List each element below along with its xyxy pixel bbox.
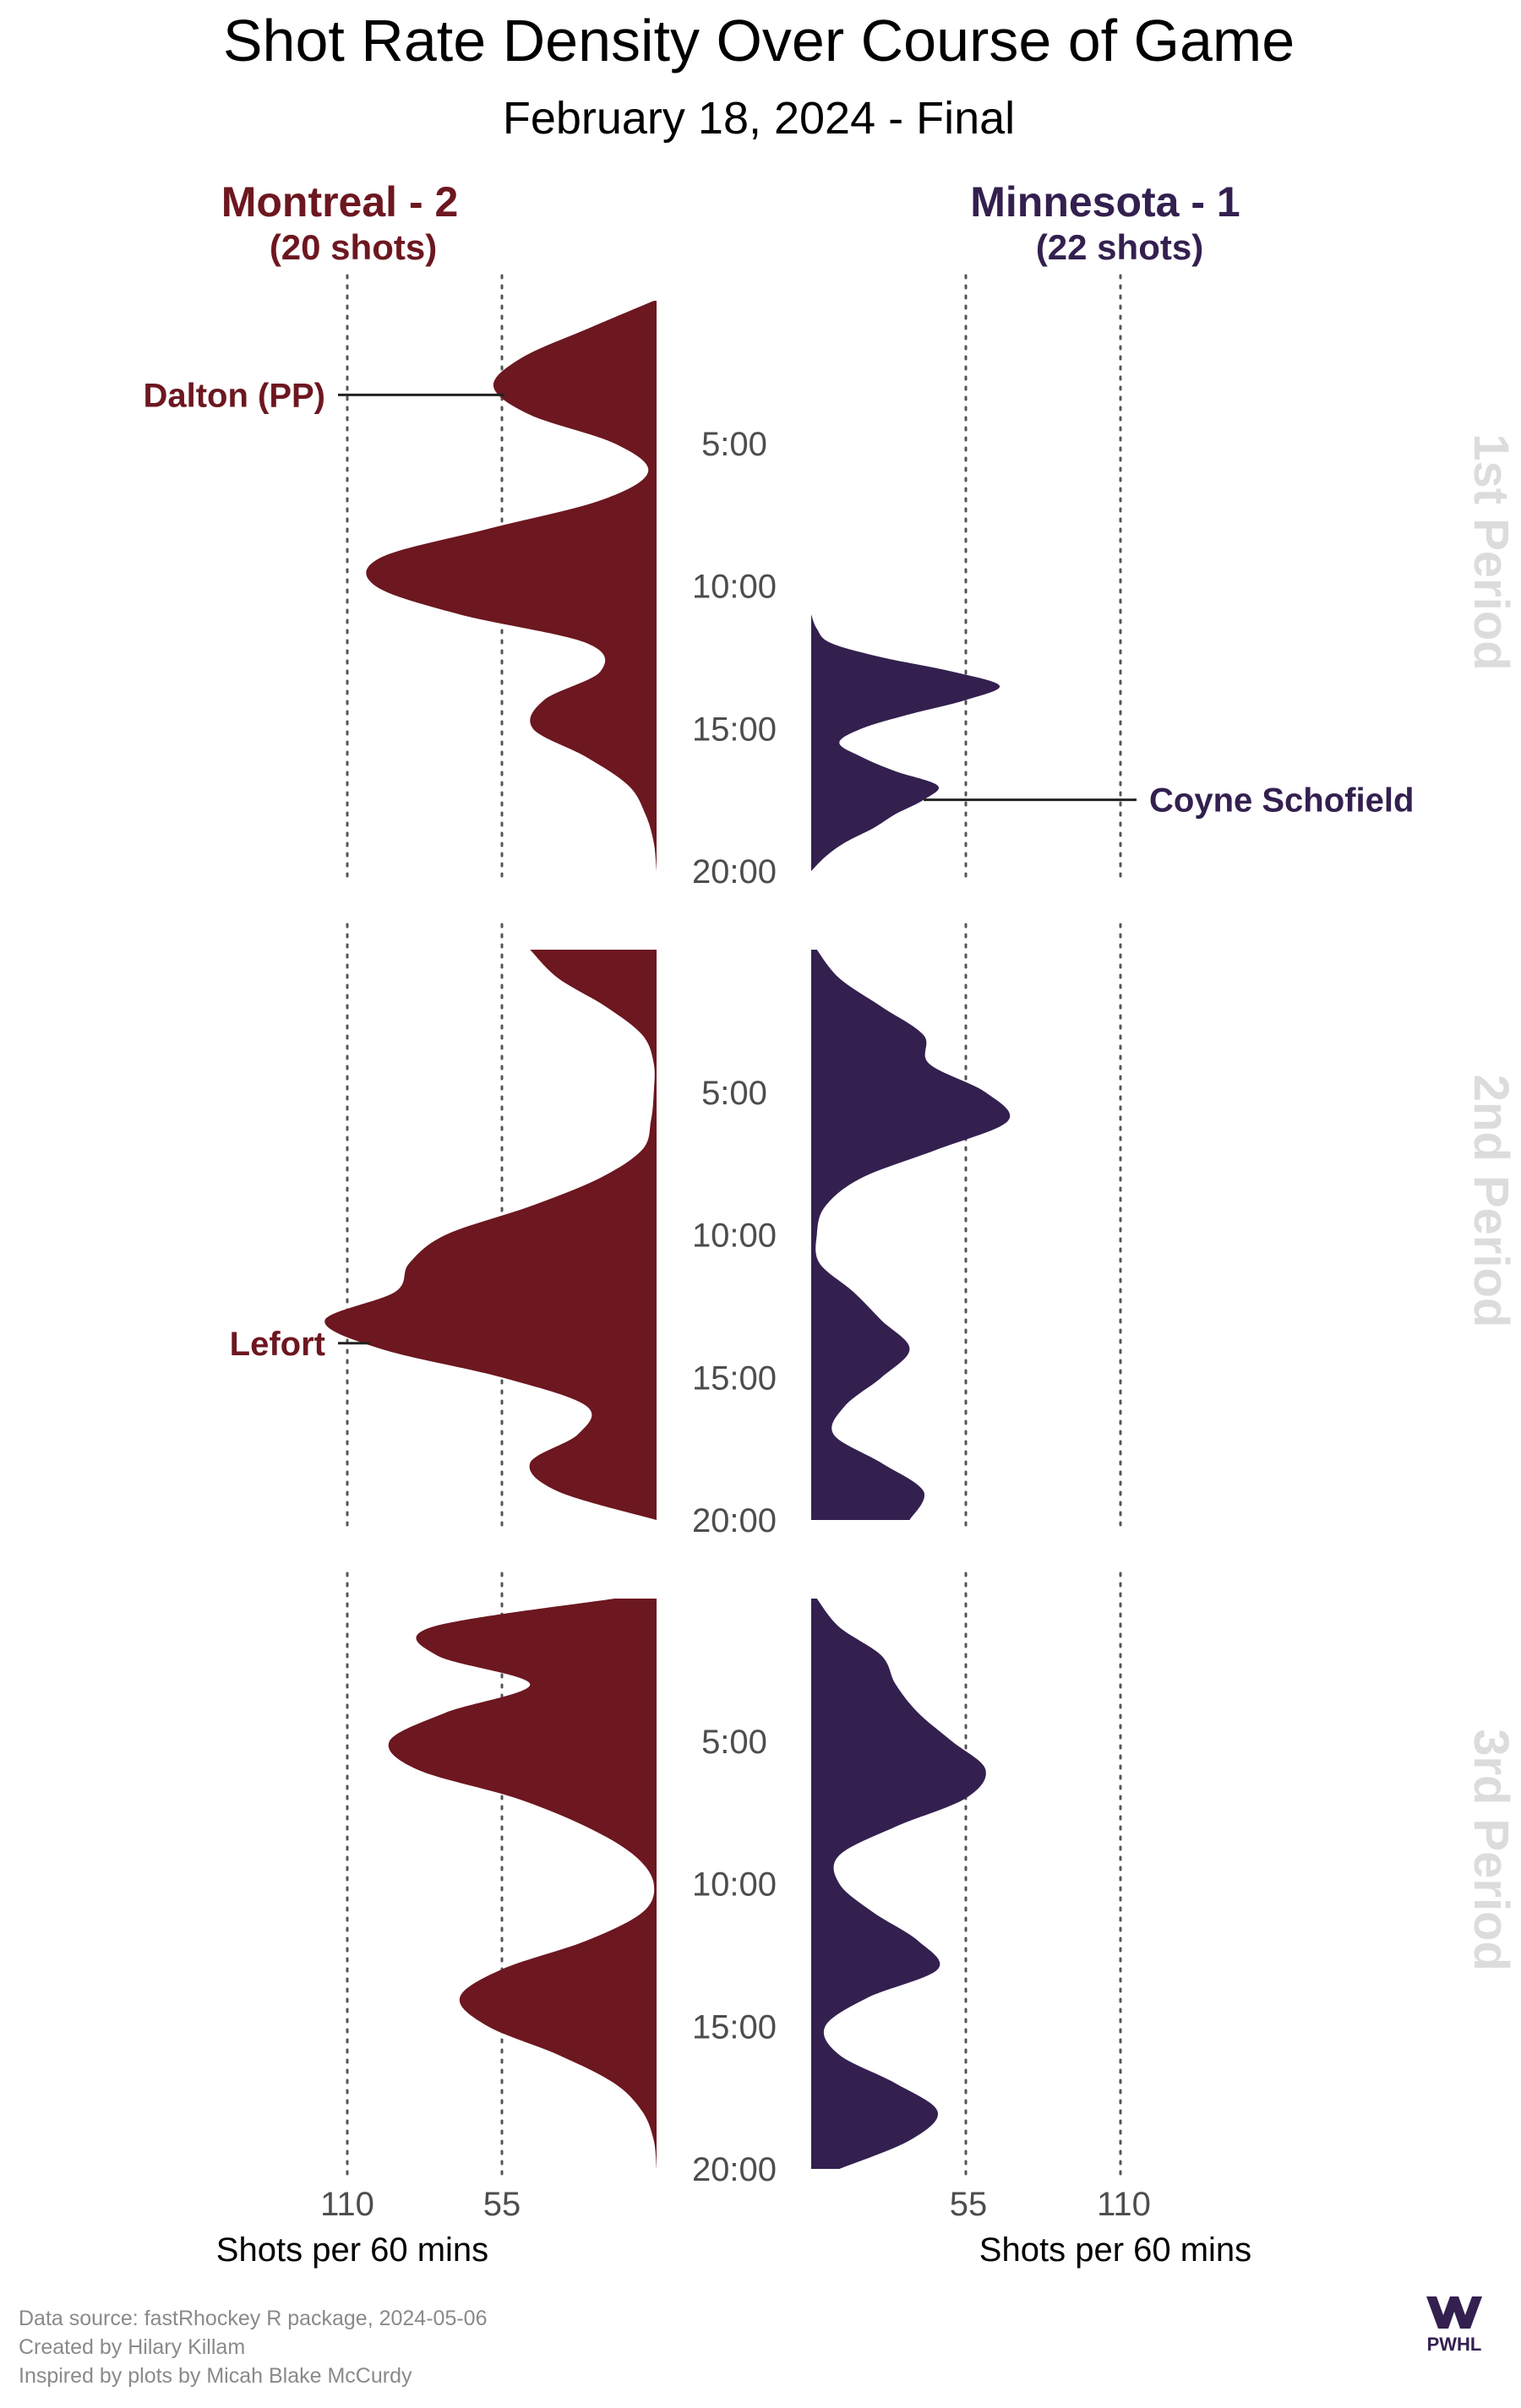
left-axis-tick-55: 55: [483, 2186, 521, 2223]
montreal-density-p3: [388, 1599, 657, 2169]
minnesota-density-p3: [811, 1599, 986, 2169]
montreal-density-p2: [324, 950, 657, 1520]
density-areas: [324, 301, 1011, 2169]
minnesota-density-p2: [811, 950, 1011, 1520]
right-axis-tick-110: 110: [1097, 2186, 1151, 2223]
right-axis-title: Shots per 60 mins: [979, 2231, 1251, 2269]
annotations: Dalton (PP) Coyne Schofield Lefort: [143, 377, 1414, 1362]
annotation-label-3: Lefort: [230, 1326, 325, 1363]
pwhl-logo-mark: [1426, 2296, 1482, 2329]
caption-data-source: Data source: fastRhockey R package, 2024…: [19, 2307, 487, 2330]
time-tick-p3-15: 15:00: [692, 2008, 777, 2046]
period-label-2: 2nd Period: [1464, 1075, 1518, 1328]
right-axis-tick-55: 55: [950, 2186, 988, 2223]
time-tick-p2-5: 5:00: [701, 1075, 767, 1112]
time-tick-p2-10: 10:00: [692, 1218, 777, 1255]
minnesota-density-p1: [811, 614, 1000, 871]
pwhl-logo-text: PWHL: [1427, 2334, 1482, 2355]
montreal-density-p1: [366, 301, 657, 871]
time-tick-p1-20: 20:00: [692, 853, 777, 891]
time-tick-p3-20: 20:00: [692, 2151, 777, 2188]
time-tick-p3-5: 5:00: [701, 1724, 767, 1761]
period-label-1: 1st Period: [1464, 433, 1518, 670]
period-labels: 1st Period 2nd Period 3rd Period: [1464, 433, 1518, 1971]
chart-title: Shot Rate Density Over Course of Game: [223, 8, 1295, 74]
away-team-shots: (22 shots): [1036, 227, 1203, 267]
caption-inspired-by: Inspired by plots by Micah Blake McCurdy: [19, 2364, 412, 2388]
chart-subtitle: February 18, 2024 - Final: [503, 93, 1015, 144]
pwhl-logo: PWHL: [1426, 2296, 1482, 2355]
time-tick-p2-15: 15:00: [692, 1359, 777, 1397]
away-team-label: Minnesota - 1: [970, 178, 1240, 226]
annotation-label-1: Dalton (PP): [143, 377, 325, 414]
left-axis-title: Shots per 60 mins: [216, 2231, 488, 2269]
home-team-shots: (20 shots): [270, 227, 437, 267]
left-axis-tick-110: 110: [320, 2186, 374, 2223]
time-tick-p3-10: 10:00: [692, 1866, 777, 1904]
period-label-3: 3rd Period: [1464, 1729, 1518, 1971]
time-tick-p1-15: 15:00: [692, 711, 777, 748]
time-tick-labels: 5:00 10:00 15:00 20:00 5:00 10:00 15:00 20:00 5:…: [692, 426, 777, 2188]
caption-created-by: Created by Hilary Killam: [19, 2335, 245, 2359]
time-tick-p2-20: 20:00: [692, 1502, 777, 1539]
annotation-label-2: Coyne Schofield: [1149, 782, 1414, 820]
time-tick-p1-5: 5:00: [701, 426, 767, 463]
home-team-label: Montreal - 2: [221, 178, 459, 226]
time-tick-p1-10: 10:00: [692, 569, 777, 606]
